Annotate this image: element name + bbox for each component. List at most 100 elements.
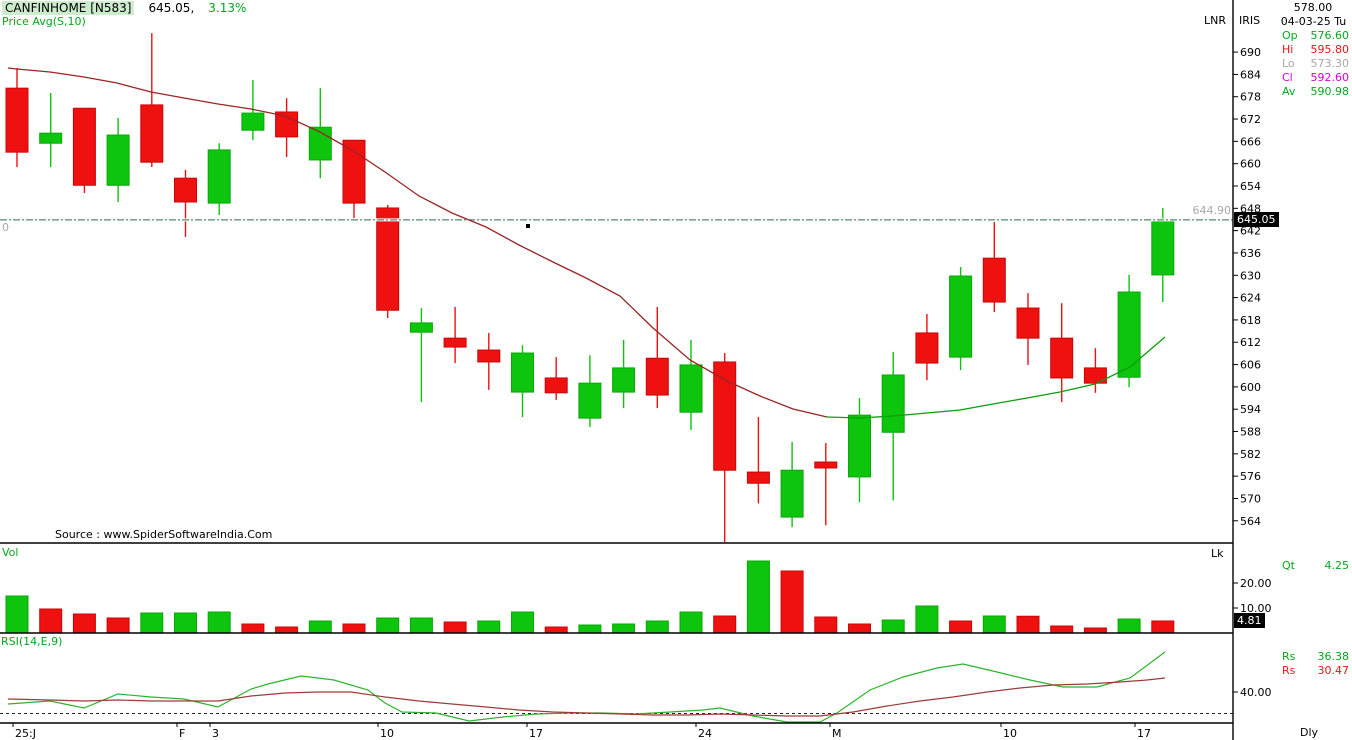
price-header: CANFINHOME [N583] 645.05, 3.13% [2,1,246,15]
candle-body[interactable] [241,112,265,131]
candle-body[interactable] [1117,291,1141,378]
candle-body[interactable] [39,132,63,144]
rsi-signal-line [7,677,1166,717]
last-volume-axis-box: 4.81 [1234,613,1265,628]
volume-bar[interactable] [409,617,433,634]
symbol-name[interactable]: CANFINHOME [N583] [2,1,135,15]
candle-body[interactable] [612,367,636,393]
candle-body[interactable] [1151,219,1175,276]
candle-body[interactable] [72,107,96,186]
volume-bar[interactable] [174,612,197,634]
candle-body[interactable] [5,87,29,153]
pointer-price: 578.00 [1293,1,1333,14]
candle-body[interactable] [814,461,838,469]
volume-bar[interactable] [746,560,770,634]
volume-bar[interactable] [241,623,265,634]
volume-bar[interactable] [140,612,164,634]
lnr-label: LNR [1204,14,1226,27]
candle-body[interactable] [1083,367,1107,384]
volume-bar[interactable] [308,620,332,634]
candle-body[interactable] [1016,307,1040,339]
volume-bar[interactable] [511,611,534,634]
indicator-label: Price Avg(S,10) [2,15,86,28]
volume-bar[interactable] [949,620,973,634]
price-avg-line-rising [826,336,1166,419]
price-tick-label: 642 [1240,225,1261,238]
qty-label: Qt [1282,559,1295,572]
rsi-signal-label: Rs [1282,664,1296,677]
volume-bar[interactable] [982,615,1006,634]
candle-body[interactable] [1050,337,1074,379]
price-tick-label: 636 [1240,247,1261,260]
source-note: Source : www.SpiderSoftwareIndia.Com [55,528,273,541]
price-tick-label: 576 [1240,470,1261,483]
volume-bar[interactable] [544,626,568,634]
price-tick-label: 690 [1240,46,1261,59]
volume-bar[interactable] [1117,618,1141,634]
volume-bar[interactable] [342,623,366,634]
volume-bar[interactable] [881,619,905,634]
volume-bar[interactable] [1016,615,1040,634]
candle-body[interactable] [106,134,130,186]
candle-body[interactable] [409,322,433,333]
price-tick-label: 564 [1240,515,1261,528]
ref-line-price-label: 644.90 [1192,204,1232,217]
volume-bar[interactable] [72,613,96,634]
volume-bar[interactable] [275,626,299,634]
volume-bar[interactable] [814,616,838,634]
volume-bar[interactable] [679,611,703,634]
volume-bar[interactable] [477,620,501,634]
volume-bar[interactable] [1083,627,1107,634]
price-tick-label: 624 [1240,292,1261,305]
volume-bar[interactable] [376,617,400,634]
volume-tick-label: 10.00 [1240,602,1272,615]
volume-bar[interactable] [207,611,231,634]
candle-body[interactable] [443,337,467,348]
date-tick-label: M [832,727,842,740]
candle-body[interactable] [780,469,804,518]
candle-body[interactable] [848,414,871,478]
candle-body[interactable] [881,374,905,433]
price-tick-label: 570 [1240,492,1261,505]
candle-body[interactable] [511,352,534,393]
candle-body[interactable] [679,364,703,413]
volume-bar[interactable] [106,617,130,634]
left-zero-marker: 0 [2,221,9,234]
candle-body[interactable] [342,139,366,204]
volume-bar[interactable] [443,621,467,634]
candle-body[interactable] [477,349,501,363]
candle-body[interactable] [746,471,770,484]
volume-bar[interactable] [780,570,804,634]
candle-body[interactable] [544,377,568,394]
date-tick-label: 17 [529,727,543,740]
price-tick-label: 612 [1240,336,1261,349]
candle-body[interactable] [275,111,299,138]
timeframe-label[interactable]: Dly [1300,726,1319,739]
candle-body[interactable] [207,149,231,204]
candle-body[interactable] [578,382,602,419]
candle-body[interactable] [949,275,973,358]
volume-bar[interactable] [1151,620,1175,634]
close-label: Cl [1282,71,1293,84]
candle-body[interactable] [915,332,939,364]
volume-bar[interactable] [578,624,602,634]
candle-body[interactable] [713,361,737,471]
volume-bar[interactable] [5,595,29,634]
volume-bar[interactable] [713,615,737,634]
candle-body[interactable] [376,207,400,311]
volume-bar[interactable] [1050,625,1074,634]
volume-bar[interactable] [39,608,63,634]
rsi-signal-value: 30.47 [1317,664,1350,677]
volume-bar[interactable] [915,605,939,634]
price-avg-line-falling [7,67,828,418]
candle-body[interactable] [174,177,197,203]
candle-body[interactable] [982,257,1006,303]
qty-value: 4.25 [1324,559,1350,572]
volume-bar[interactable] [612,623,636,634]
volume-bar[interactable] [645,620,669,634]
candle-body[interactable] [645,357,669,396]
candle-body[interactable] [140,104,164,163]
volume-bar[interactable] [848,623,871,634]
avg-value: 590.98 [1310,85,1350,98]
